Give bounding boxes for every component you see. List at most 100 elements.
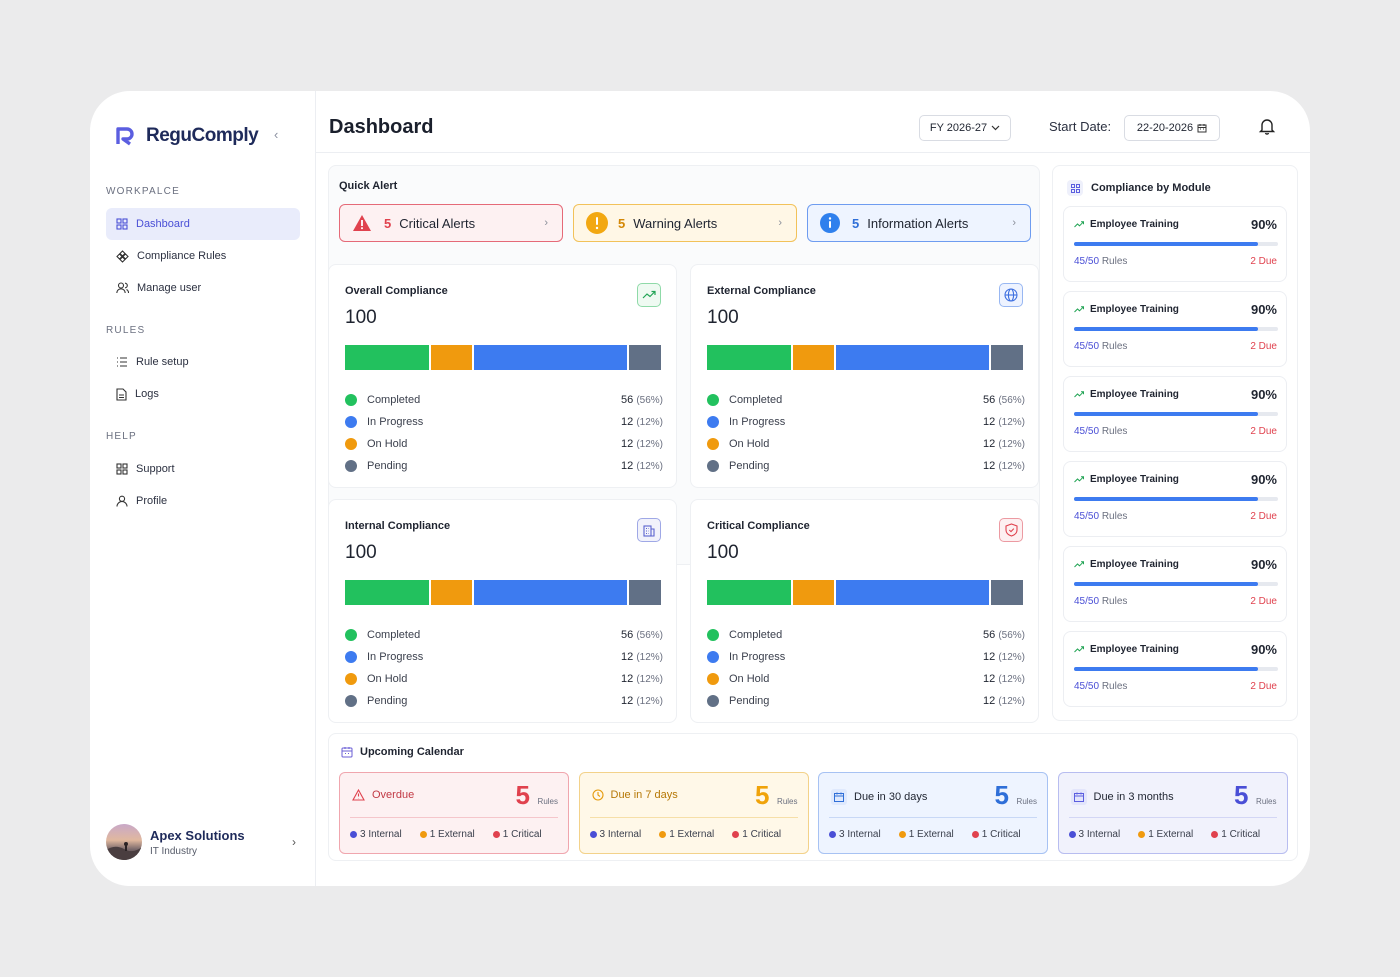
compliance-by-module-panel: Compliance by Module Employee Training 9… <box>1052 165 1298 721</box>
stat-critical-text: 1 Critical <box>1221 829 1261 840</box>
start-date-picker[interactable]: 22-20-2026 <box>1124 115 1220 141</box>
legend-dot <box>707 695 719 707</box>
user-icon <box>116 495 128 507</box>
nav-support[interactable]: Support <box>106 453 300 485</box>
collapse-sidebar-icon[interactable]: ‹ <box>274 127 279 142</box>
module-progress-track <box>1074 582 1278 586</box>
trend-up-icon[interactable] <box>637 283 661 307</box>
legend-row: On Hold 12 (12%) <box>345 433 663 455</box>
nav-rule-setup[interactable]: Rule setup <box>106 346 300 378</box>
bar-segment-on-hold <box>793 345 834 370</box>
nav-compliance-rules[interactable]: Compliance Rules <box>106 240 300 272</box>
module-card[interactable]: Employee Training 90% 45/50 Rules 2 Due <box>1063 206 1287 282</box>
legend-percent: (56%) <box>998 630 1025 641</box>
module-name: Employee Training <box>1074 219 1179 230</box>
legend-value: 56 (56%) <box>983 629 1025 641</box>
trend-up-icon <box>1074 391 1084 398</box>
rules-done: 45 <box>1074 596 1086 607</box>
module-progress-fill <box>1074 242 1258 246</box>
calendar-icon <box>1070 789 1087 805</box>
stat-external-text: 1 External <box>669 829 715 840</box>
module-rules: 45/50 Rules <box>1074 341 1128 352</box>
stat-critical: 1 Critical <box>971 829 1021 840</box>
support-grid-icon <box>116 463 128 475</box>
stat-internal-text: 3 Internal <box>360 829 402 840</box>
nav-profile[interactable]: Profile <box>106 485 300 517</box>
legend-label: Pending <box>367 695 408 707</box>
calendar-card-overdue[interactable]: Overdue 5 Rules 3 Internal 1 External 1 … <box>339 772 569 854</box>
module-progress-fill <box>1074 327 1258 331</box>
nav-dashboard[interactable]: Dashboard <box>106 208 300 240</box>
module-card[interactable]: Employee Training 90% 45/50 Rules 2 Due <box>1063 631 1287 707</box>
rules-total: 50 <box>1087 681 1100 692</box>
module-name-text: Employee Training <box>1090 474 1179 485</box>
module-card[interactable]: Employee Training 90% 45/50 Rules 2 Due <box>1063 461 1287 537</box>
bar-segment-pending <box>629 580 661 605</box>
calendar-header: Upcoming Calendar <box>341 746 464 758</box>
card-value: 100 <box>707 542 739 563</box>
legend-label: In Progress <box>367 416 424 428</box>
calendar-card-due-in-30-days[interactable]: Due in 30 days 5 Rules 3 Internal 1 Exte… <box>818 772 1048 854</box>
building-icon[interactable] <box>637 518 661 542</box>
shield-icon[interactable] <box>999 518 1023 542</box>
rules-total: 50 <box>1087 426 1100 437</box>
card-title: Overall Compliance <box>345 285 448 297</box>
nav-label: Support <box>136 463 175 475</box>
warning-alerts-button[interactable]: 5 Warning Alerts › <box>573 204 797 242</box>
legend-label: On Hold <box>367 673 408 685</box>
module-due: 2 Due <box>1250 596 1277 607</box>
stat-external: 1 External <box>1138 829 1193 840</box>
legend-percent: (12%) <box>636 461 663 472</box>
module-percent: 90% <box>1250 302 1277 317</box>
calendar-card-due-in-3-months[interactable]: Due in 3 months 5 Rules 3 Internal 1 Ext… <box>1057 772 1288 854</box>
stat-internal: 3 Internal <box>1068 829 1120 840</box>
module-percent: 90% <box>1250 557 1277 572</box>
fiscal-year-select[interactable]: FY 2026-27 <box>919 115 1011 141</box>
card-value: 100 <box>707 307 739 328</box>
card-title: External Compliance <box>707 285 816 297</box>
external-compliance-card: External Compliance 100 Completed 56 (56… <box>690 264 1039 488</box>
trend-up-icon <box>1074 221 1084 228</box>
bar-segment-on-hold <box>431 345 472 370</box>
avatar <box>106 824 142 860</box>
legend-dot <box>707 460 719 472</box>
trend-up-icon <box>1074 561 1084 568</box>
legend-percent: (12%) <box>998 674 1025 685</box>
user-switcher[interactable]: Apex Solutions IT Industry › <box>106 822 300 862</box>
module-due: 2 Due <box>1250 341 1277 352</box>
module-due: 2 Due <box>1250 681 1277 692</box>
legend-count: 12 <box>621 673 634 685</box>
globe-icon[interactable] <box>999 283 1023 307</box>
legend-count: 12 <box>983 651 996 663</box>
nav-logs[interactable]: Logs <box>106 378 300 410</box>
critical-alerts-button[interactable]: 5 Critical Alerts › <box>339 204 563 242</box>
legend-row: On Hold 12 (12%) <box>707 668 1025 690</box>
warning-alert-count: 5 <box>618 215 626 231</box>
legend-value: 12 (12%) <box>621 695 663 707</box>
calendar-card-due-in-7-days[interactable]: Due in 7 days 5 Rules 3 Internal 1 Exter… <box>578 772 809 854</box>
legend-label: Completed <box>367 629 421 641</box>
calendar-icon <box>1197 124 1207 133</box>
legend-value: 12 (12%) <box>983 438 1025 450</box>
nav-manage-user[interactable]: Manage user <box>106 272 300 304</box>
logo: ReguComply <box>116 125 259 147</box>
grid-icon <box>116 218 128 230</box>
module-card[interactable]: Employee Training 90% 45/50 Rules 2 Due <box>1063 546 1287 622</box>
status-stacked-bar <box>707 345 1025 370</box>
critical-alert-count: 5 <box>384 215 392 231</box>
calendar-label-text: Overdue <box>372 789 415 801</box>
bell-icon[interactable] <box>1258 117 1276 140</box>
stat-external-text: 1 External <box>908 829 954 840</box>
module-card[interactable]: Employee Training 90% 45/50 Rules 2 Due <box>1063 291 1287 367</box>
stat-external: 1 External <box>419 829 475 840</box>
legend-count: 56 <box>621 394 634 406</box>
legend-count: 12 <box>983 438 996 450</box>
information-alerts-button[interactable]: 5 Information Alerts › <box>807 204 1031 242</box>
module-card[interactable]: Employee Training 90% 45/50 Rules 2 Due <box>1063 376 1287 452</box>
info-circle-icon <box>820 213 840 233</box>
legend-value: 12 (12%) <box>983 460 1025 472</box>
calendar-count: 5 <box>1234 780 1249 810</box>
divider <box>350 817 558 818</box>
legend-row: Pending 12 (12%) <box>707 690 1025 712</box>
bar-segment-on-hold <box>793 580 834 605</box>
